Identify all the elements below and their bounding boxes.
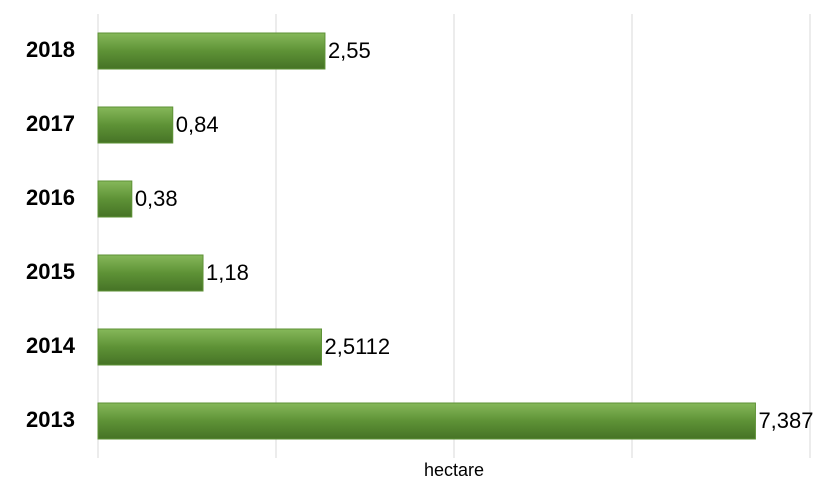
bar (97, 106, 174, 144)
value-label: 1,18 (206, 260, 249, 285)
y-tick-label: 2014 (26, 333, 76, 358)
value-label: 7,387 (758, 408, 813, 433)
bar (97, 254, 204, 292)
y-tick-label: 2015 (26, 259, 75, 284)
bar (97, 32, 326, 70)
y-tick-label: 2017 (26, 111, 75, 136)
y-tick-label: 2016 (26, 185, 75, 210)
value-label: 0,38 (135, 186, 178, 211)
bar (97, 402, 756, 440)
bar (97, 328, 322, 366)
bar (97, 180, 133, 218)
value-label: 2,5112 (324, 334, 390, 359)
y-tick-label: 2018 (26, 37, 75, 62)
x-axis-label: hectare (424, 460, 484, 480)
value-label: 0,84 (176, 112, 219, 137)
value-label: 2,55 (328, 38, 371, 63)
y-tick-label: 2013 (26, 407, 75, 432)
